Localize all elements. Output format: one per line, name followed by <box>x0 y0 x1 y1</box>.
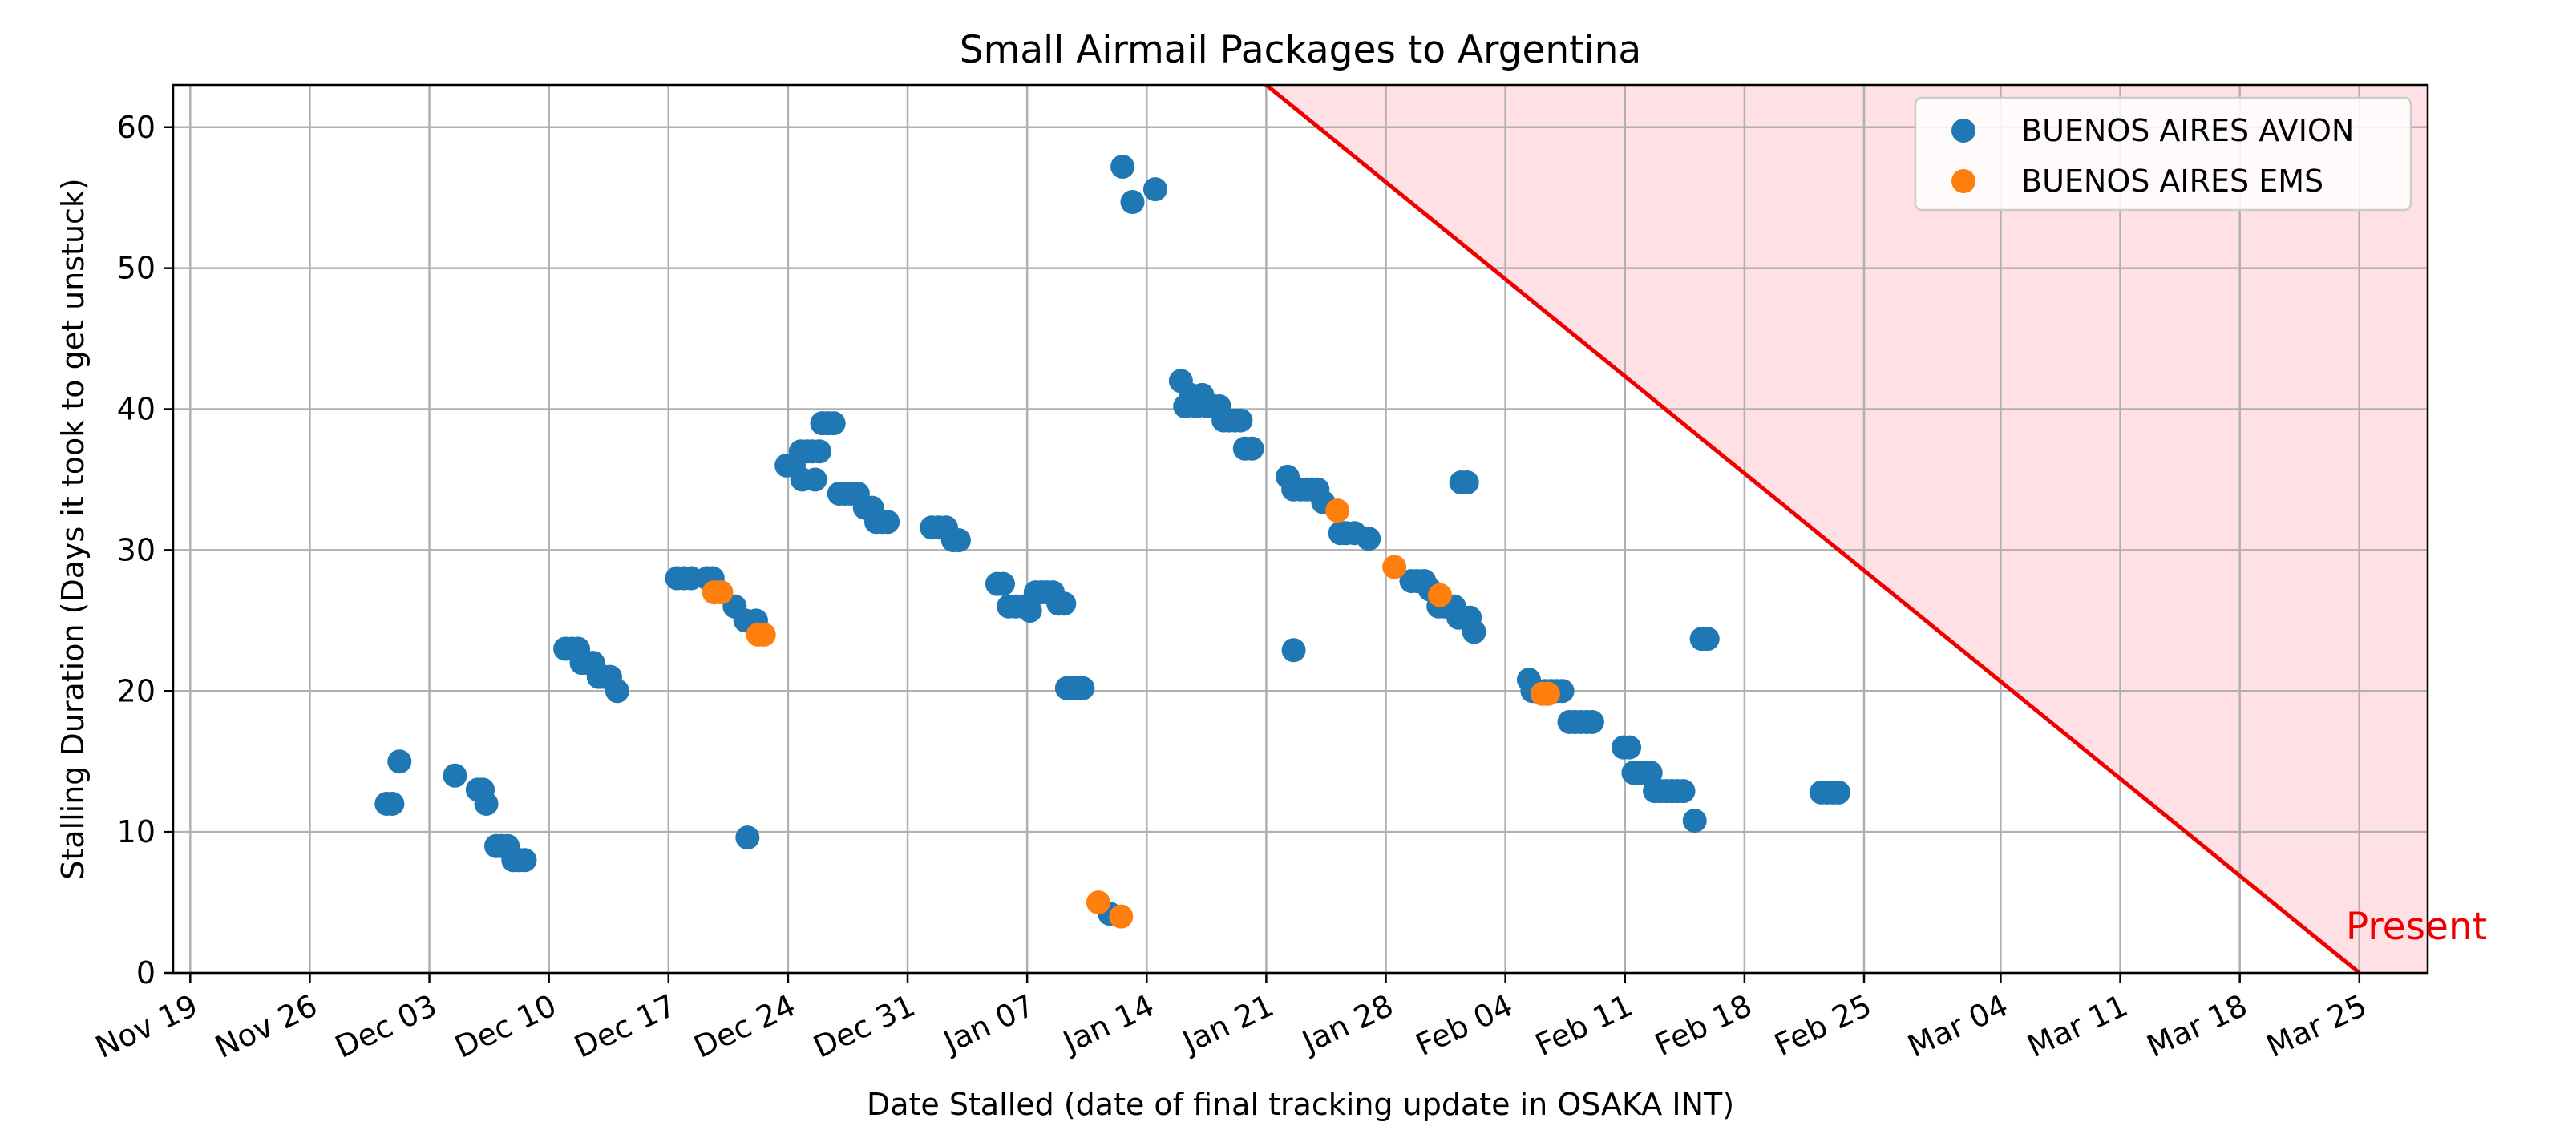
legend-box <box>1914 96 2412 212</box>
plot-frame <box>172 83 2429 975</box>
data-point <box>1281 638 1306 663</box>
data-point <box>1382 555 1407 579</box>
data-point <box>1325 498 1350 523</box>
data-point <box>1228 408 1253 433</box>
legend-marker-avion <box>1951 119 1975 143</box>
data-point <box>1535 681 1560 706</box>
data-points <box>374 155 1851 929</box>
present-annotation: Present <box>2346 905 2487 949</box>
data-point <box>1070 676 1095 700</box>
data-point <box>821 411 846 436</box>
y-tick-label: 20 <box>117 673 156 708</box>
data-point <box>1454 470 1479 494</box>
y-tick-label: 0 <box>136 955 156 991</box>
legend: BUENOS AIRES AVION BUENOS AIRES EMS <box>1914 96 2412 212</box>
data-point <box>990 571 1015 596</box>
data-point <box>1142 177 1167 202</box>
data-point <box>709 580 734 605</box>
data-point <box>1427 583 1452 607</box>
series-0 <box>374 155 1851 926</box>
data-point <box>1682 809 1707 833</box>
data-point <box>474 791 499 816</box>
data-point <box>387 749 412 774</box>
data-point <box>1120 189 1145 214</box>
x-axis-title: Date Stalled (date of final tracking upd… <box>867 1087 1734 1122</box>
data-point <box>946 528 971 553</box>
reference-line-layer <box>1263 85 2361 973</box>
future-shaded-region <box>1266 85 2428 973</box>
data-point <box>1638 761 1663 785</box>
data-point <box>1695 627 1720 652</box>
data-point <box>1826 780 1851 805</box>
y-tick-label: 50 <box>117 251 156 286</box>
data-point <box>1357 527 1381 551</box>
data-point <box>512 848 537 873</box>
y-tick-label: 60 <box>117 110 156 145</box>
data-point <box>380 791 405 816</box>
data-point <box>876 510 900 535</box>
legend-label-avion: BUENOS AIRES AVION <box>2021 113 2354 148</box>
y-tick-label: 30 <box>117 532 156 567</box>
shaded-region-layer <box>1266 85 2428 973</box>
present-reference-line <box>1263 85 2361 973</box>
y-axis-title: Stalling Duration (Days it took to get u… <box>55 178 91 880</box>
data-point <box>1052 591 1077 616</box>
data-point <box>1017 599 1042 623</box>
data-point <box>803 467 827 492</box>
data-point <box>605 679 629 704</box>
data-point <box>1109 904 1134 929</box>
data-point <box>1671 779 1696 804</box>
data-point <box>1239 436 1264 461</box>
data-point <box>1617 735 1642 760</box>
series-1 <box>702 498 1560 929</box>
legend-marker-ems <box>1951 169 1975 193</box>
chart-title: Small Airmail Packages to Argentina <box>960 28 1641 72</box>
data-point <box>735 825 760 850</box>
data-point <box>1579 709 1604 734</box>
data-point <box>1110 155 1135 180</box>
data-point <box>751 622 776 647</box>
data-point <box>1086 890 1110 915</box>
legend-label-ems: BUENOS AIRES EMS <box>2021 163 2323 199</box>
data-point <box>807 439 831 464</box>
data-point <box>443 763 467 788</box>
y-tick-label: 10 <box>117 814 156 849</box>
data-point <box>1462 619 1486 644</box>
y-tick-label: 40 <box>117 392 156 427</box>
